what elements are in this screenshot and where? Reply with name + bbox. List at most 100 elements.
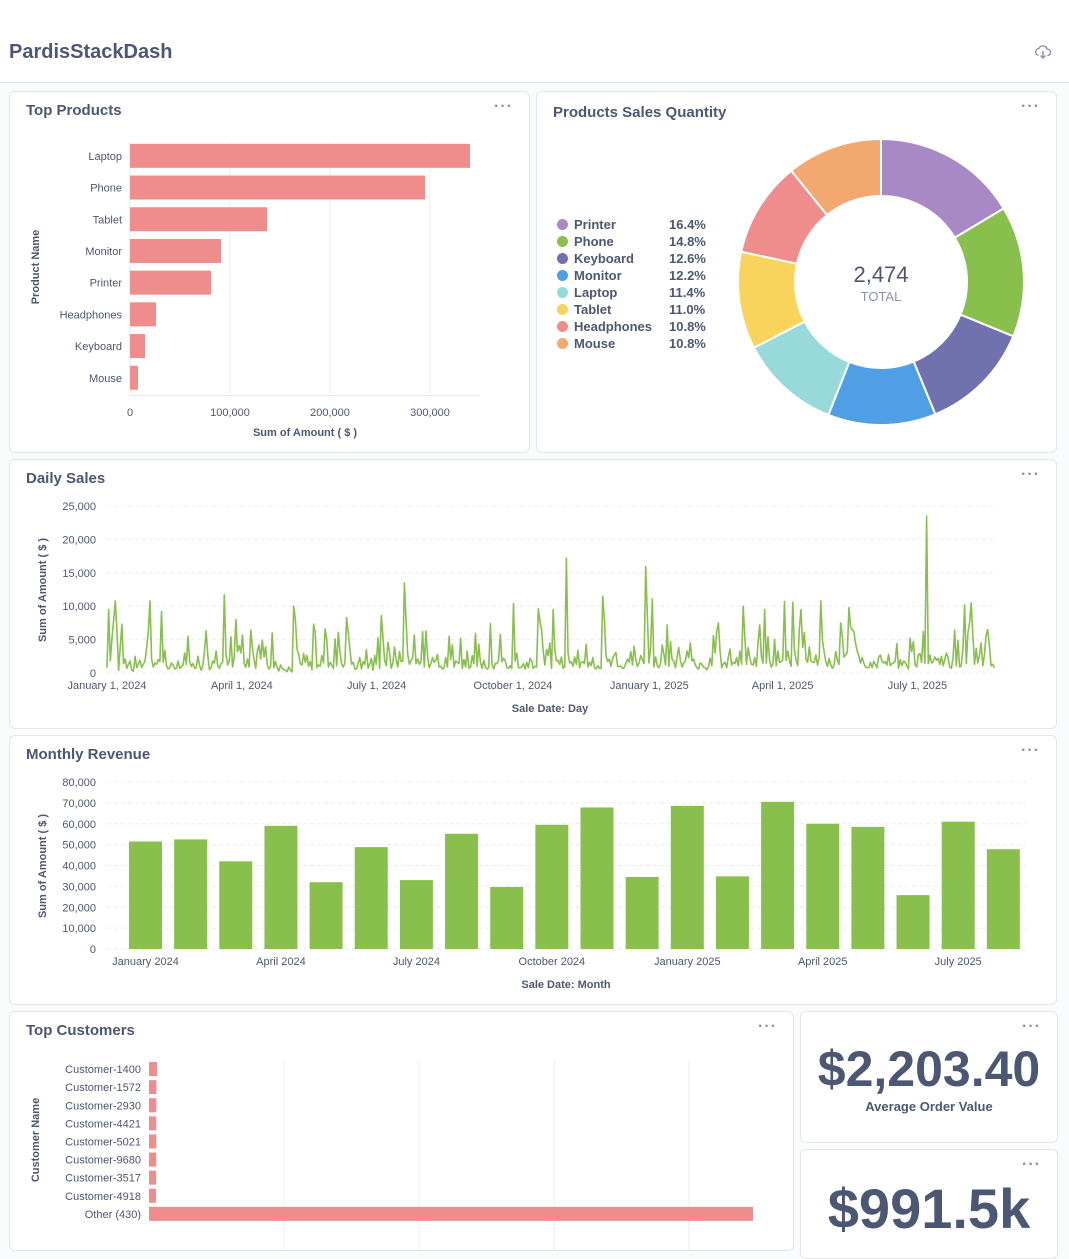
daily-sales-chart: 0 5,000 10,000 15,000 20,000 25,000 January 1,… [37, 501, 996, 715]
bar [149, 1170, 157, 1185]
x-tick-label: July 2025 [935, 956, 982, 968]
bar [354, 847, 388, 949]
avg-order-menu-button[interactable]: ··· [1022, 1018, 1041, 1035]
top-products-chart: 0 100,000 200,000 300,000 Laptop Phone Tablet M… [30, 142, 480, 439]
legend-percent: 16.4% [669, 217, 706, 232]
x-tick-label: January 2025 [654, 956, 721, 968]
x-axis-title: Sale Date: Month [521, 979, 611, 991]
y-tick-label: 60,000 [62, 819, 96, 831]
y-tick-label: Headphones [60, 309, 123, 321]
bar [941, 821, 975, 949]
bar [149, 1062, 157, 1077]
legend-color-dot [557, 304, 568, 315]
y-tick-label: Laptop [88, 151, 122, 163]
bar [445, 833, 479, 949]
monthly-revenue-title: Monthly Revenue [26, 746, 151, 763]
bar [761, 801, 795, 949]
bar [851, 826, 885, 949]
top-products-title: Top Products [26, 102, 122, 119]
y-tick-label: Customer-9680 [65, 1155, 141, 1167]
y-tick-label: Customer-3517 [65, 1173, 141, 1185]
sales-quantity-menu-button[interactable]: ··· [1021, 98, 1040, 115]
monthly-revenue-card: Monthly Revenue ··· 0 10,000 20,000 30,000 4… [9, 735, 1057, 1005]
bar [399, 880, 433, 949]
y-tick-label: 30,000 [62, 881, 96, 893]
bar [149, 1098, 157, 1113]
y-tick-label: 25,000 [62, 501, 96, 513]
y-tick-label: Mouse [89, 373, 122, 385]
top-customers-menu-button[interactable]: ··· [758, 1018, 777, 1035]
monthly-revenue-menu-button[interactable]: ··· [1021, 742, 1040, 759]
x-tick-label: April 2024 [256, 956, 306, 968]
top-products-menu-button[interactable]: ··· [494, 98, 513, 115]
bar [625, 876, 659, 949]
bar [130, 143, 470, 168]
donut-slice [789, 137, 882, 217]
sales-quantity-title: Products Sales Quantity [553, 104, 727, 121]
bar [129, 841, 162, 949]
daily-sales-title: Daily Sales [26, 470, 106, 487]
bar [715, 876, 749, 949]
total-revenue-card: ··· $991.5k [800, 1149, 1058, 1259]
legend-percent: 11.0% [669, 302, 706, 317]
y-tick-label: 20,000 [62, 534, 96, 546]
y-tick-label: 15,000 [62, 568, 96, 580]
bar [490, 887, 524, 949]
y-tick-label: 80,000 [62, 777, 96, 789]
y-tick-label: Customer-4918 [65, 1191, 141, 1203]
x-tick-label: July 1, 2024 [347, 680, 406, 692]
cloud-download-icon[interactable] [1034, 44, 1052, 60]
donut-total-label: TOTAL [860, 289, 902, 304]
x-axis-title: Sum of Amount ( $ ) [253, 427, 357, 439]
y-tick-label: Customer-5021 [65, 1136, 141, 1148]
top-customers-chart: Customer-1400 Customer-1572 Customer-2930 C… [30, 1060, 753, 1250]
x-tick-label: January 1, 2024 [68, 680, 147, 692]
y-tick-label: Keyboard [75, 341, 122, 353]
avg-order-card: ··· $2,203.40 Average Order Value [800, 1011, 1058, 1143]
bar [806, 823, 840, 949]
x-tick-label: October 1, 2024 [474, 680, 553, 692]
y-tick-label: 0 [90, 668, 96, 680]
y-tick-label: 10,000 [62, 601, 96, 613]
legend-percent: 14.8% [669, 234, 706, 249]
bar [896, 895, 930, 949]
legend-percent: 12.2% [669, 268, 706, 283]
daily-sales-line [106, 515, 996, 673]
bar [130, 270, 211, 295]
x-tick-label: July 2024 [393, 956, 440, 968]
legend-color-dot [557, 321, 568, 332]
bar [535, 824, 569, 949]
dashboard-title: PardisStackDash [9, 41, 173, 63]
y-tick-label: 70,000 [62, 798, 96, 810]
bar [309, 882, 343, 949]
legend-label: Keyboard [574, 251, 634, 266]
legend-label: Monitor [574, 268, 622, 283]
legend-color-dot [557, 287, 568, 298]
x-tick-label: April 1, 2025 [752, 680, 814, 692]
bar [264, 825, 298, 949]
total-revenue-menu-button[interactable]: ··· [1022, 1156, 1041, 1173]
y-tick-label: 0 [90, 944, 96, 956]
legend-color-dot [557, 338, 568, 349]
y-tick-label: 40,000 [62, 861, 96, 873]
legend-color-dot [557, 253, 568, 264]
x-tick-label: 0 [127, 407, 133, 419]
y-tick-label: Customer-1572 [65, 1082, 141, 1094]
daily-sales-menu-button[interactable]: ··· [1021, 466, 1040, 483]
legend-percent: 12.6% [669, 251, 706, 266]
x-tick-label: April 2025 [798, 956, 848, 968]
y-axis-title: Customer Name [30, 1098, 42, 1182]
y-tick-label: Phone [90, 183, 122, 195]
y-tick-label: Customer-2930 [65, 1100, 141, 1112]
legend-label: Mouse [574, 336, 616, 351]
bar [219, 861, 253, 949]
bar [149, 1116, 157, 1131]
bar [130, 302, 156, 327]
legend-percent: 10.8% [669, 336, 706, 351]
avg-order-label: Average Order Value [865, 1099, 993, 1114]
bar [149, 1152, 157, 1167]
legend-label: Printer [574, 217, 616, 232]
legend-label: Tablet [574, 302, 612, 317]
y-tick-label: Other (430) [85, 1209, 141, 1221]
y-tick-label: 5,000 [68, 635, 96, 647]
